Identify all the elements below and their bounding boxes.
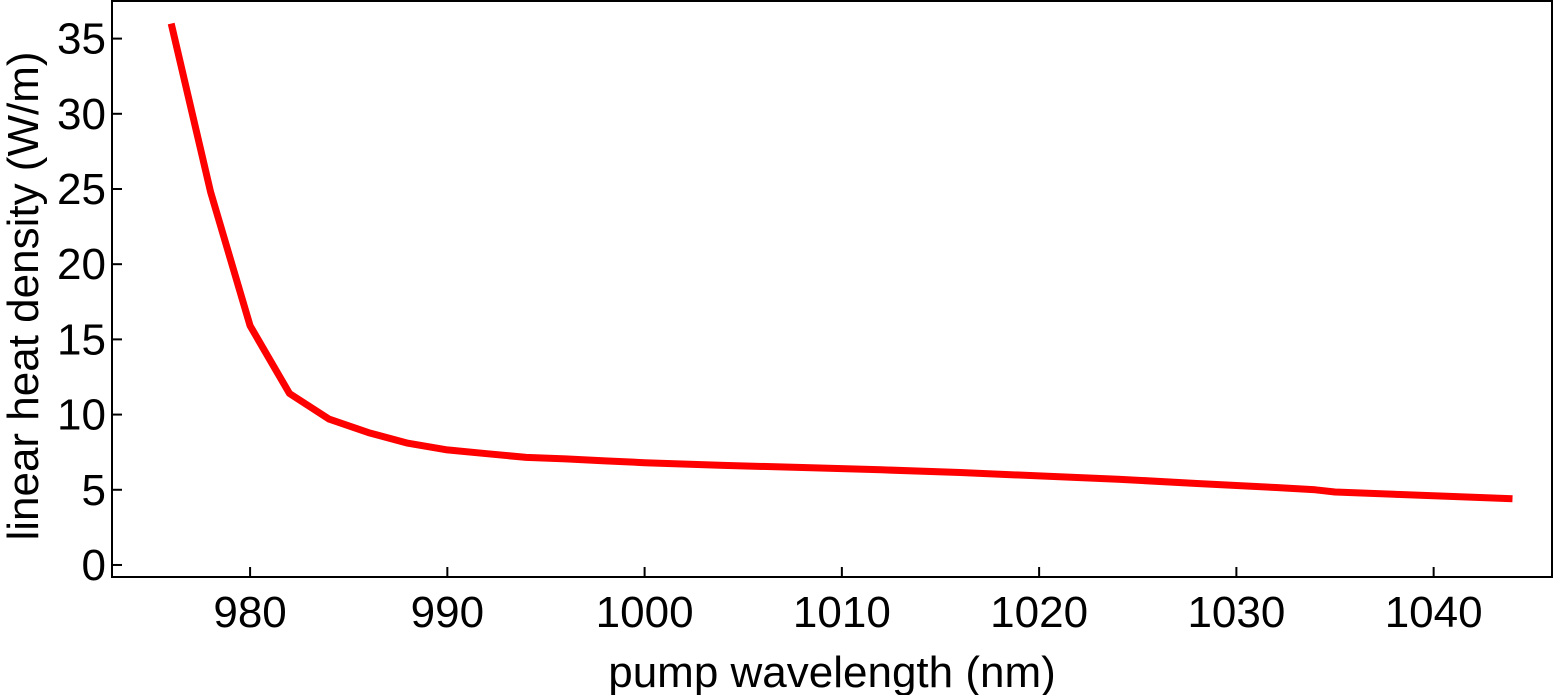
x-tick-label: 1000 xyxy=(596,588,694,637)
x-tick-label: 1030 xyxy=(1187,588,1285,637)
x-tick-label: 1010 xyxy=(793,588,891,637)
y-tick-label: 35 xyxy=(57,15,106,64)
series-layer xyxy=(167,22,1513,503)
y-tick-label: 20 xyxy=(57,240,106,289)
x-axis-ticks: 980 990 1000 1010 1020 1030 1040 xyxy=(213,567,1483,637)
x-tick-label: 990 xyxy=(411,588,484,637)
y-tick-label: 5 xyxy=(82,466,106,515)
series-line xyxy=(167,22,1513,503)
y-tick-label: 25 xyxy=(57,165,106,214)
plot-frame xyxy=(111,0,1553,578)
y-axis-label: linear heat density (W/m) xyxy=(0,51,48,540)
y-tick-label: 0 xyxy=(82,541,106,590)
x-tick-label: 980 xyxy=(213,588,286,637)
x-tick-label: 1020 xyxy=(990,588,1088,637)
x-tick-label: 1040 xyxy=(1385,588,1483,637)
y-tick-label: 30 xyxy=(57,90,106,139)
x-axis-label: pump wavelength (nm) xyxy=(608,648,1056,695)
y-tick-label: 10 xyxy=(57,391,106,440)
y-tick-label: 15 xyxy=(57,315,106,364)
y-axis-ticks: 0 5 10 15 20 25 30 35 xyxy=(57,15,122,590)
